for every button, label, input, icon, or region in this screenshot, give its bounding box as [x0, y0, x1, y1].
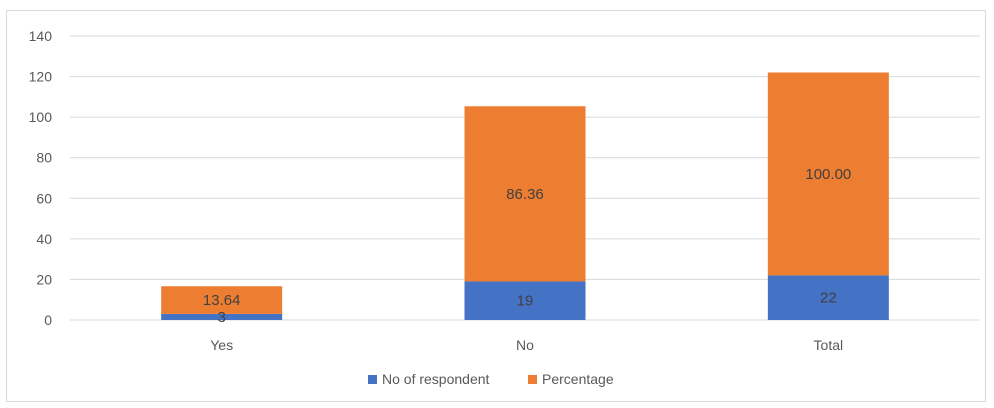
legend-item-label: Percentage: [542, 371, 614, 387]
bar-layer: [161, 72, 889, 320]
y-tick-label: 120: [29, 69, 53, 85]
y-tick-label: 80: [36, 150, 52, 166]
x-tick-label: No: [516, 337, 534, 353]
data-label: 22: [820, 290, 837, 307]
y-tick-label: 140: [29, 28, 53, 44]
data-label: 13.64: [203, 292, 241, 309]
x-axis-ticks: Yes No Total: [210, 337, 843, 353]
legend-swatch: [528, 375, 537, 384]
data-label: 100.00: [805, 166, 851, 183]
y-tick-label: 100: [29, 109, 53, 125]
x-tick-label: Total: [814, 337, 844, 353]
x-tick-label: Yes: [210, 337, 233, 353]
bar-respondent: [767, 275, 889, 320]
bar-respondent: [161, 313, 283, 320]
bar-respondent: [464, 281, 586, 320]
bar-percentage: [767, 72, 889, 276]
y-axis-ticks: 0 20 40 60 80 100 120 140: [29, 28, 53, 328]
y-tick-label: 40: [36, 231, 52, 247]
data-labels: 313.64 19 86.36 22 100.00: [203, 166, 851, 326]
bar-percentage: [464, 106, 586, 282]
y-tick-label: 60: [36, 190, 52, 206]
y-tick-label: 20: [36, 271, 52, 287]
data-label: 86.36: [506, 186, 544, 203]
legend: No of respondent Percentage: [368, 371, 614, 387]
data-label: 19: [517, 293, 534, 310]
y-tick-label: 0: [44, 312, 52, 328]
legend-swatch: [368, 375, 377, 384]
bar-percentage: [161, 286, 283, 314]
data-label: 3: [217, 309, 225, 326]
legend-item-label: No of respondent: [382, 371, 490, 387]
